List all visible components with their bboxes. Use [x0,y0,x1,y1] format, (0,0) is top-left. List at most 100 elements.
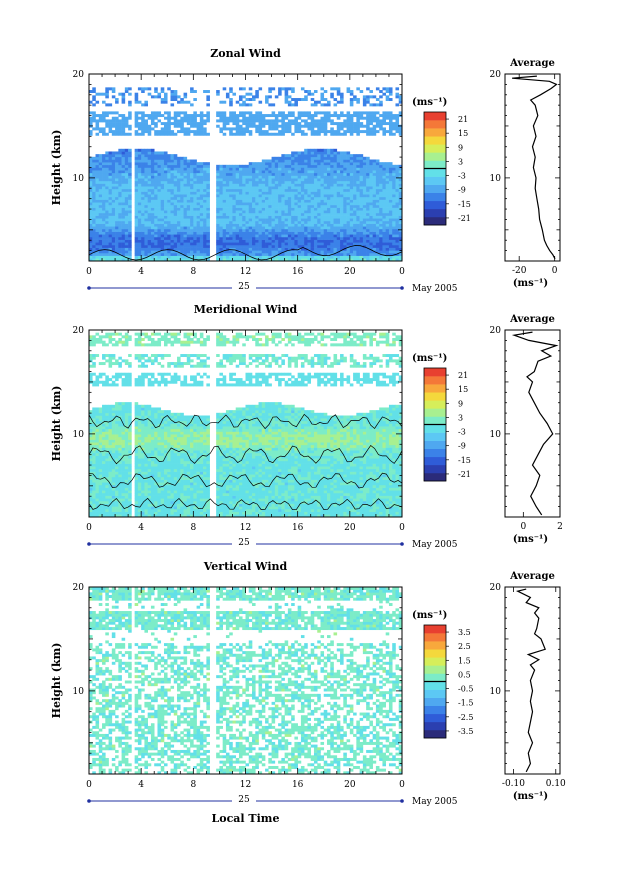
heatmap-cell [238,255,243,259]
heatmap-cell [199,239,204,243]
heatmap-cell [160,212,165,216]
heatmap-cell [150,180,155,184]
heatmap-cell [163,100,168,104]
heatmap-cell [92,338,96,341]
heatmap-cell [333,175,338,179]
heatmap-cell [137,252,142,256]
heatmap-cell [323,242,328,246]
heatmap-cell [300,130,305,134]
heatmap-cell [137,226,142,230]
heatmap-cell [323,228,328,232]
heatmap-cell [115,178,119,182]
heatmap-cell [359,154,364,158]
heatmap-cell [382,191,386,195]
heatmap-cell [160,87,165,91]
heatmap-cell [193,175,197,179]
heatmap-cell [232,132,237,136]
heatmap-cell [157,162,162,166]
heatmap-cell [167,162,171,166]
heatmap-cell [392,223,396,227]
heatmap-cell [366,255,370,259]
heatmap-cell [141,234,145,238]
heatmap-cell [281,255,285,259]
heatmap-cell [261,220,266,224]
heatmap-cell [330,162,334,166]
heatmap-cell [141,226,145,230]
heatmap-cell [141,178,145,182]
heatmap-cell [323,215,328,219]
heatmap-cell [238,234,243,238]
heatmap-cell [287,204,292,208]
heatmap-cell [291,234,295,238]
heatmap-cell [336,170,341,174]
heatmap-cell [186,119,191,123]
heatmap-cell [307,90,312,93]
heatmap-cell [255,228,259,232]
heatmap-cell [274,172,279,176]
heatmap-cell [300,164,305,168]
colorbar-segment [424,152,446,161]
heatmap-cell [333,242,338,246]
heatmap-cell [124,244,129,248]
heatmap-cell [225,164,230,168]
heatmap-cell [356,202,360,206]
heatmap-cell [144,188,148,192]
heatmap-cell [248,194,253,198]
heatmap-cell [245,244,250,248]
heatmap-cell [190,178,194,182]
heatmap-cell [310,234,315,238]
heatmap-cell [313,210,318,214]
heatmap-cell [98,447,103,451]
heatmap-cell [398,95,403,99]
heatmap-cell [340,172,344,176]
heatmap-cell [317,231,321,235]
heatmap-cell [379,114,383,118]
heatmap-cell [340,154,344,158]
heatmap-cell [163,258,168,262]
heatmap-cell [255,167,259,171]
heatmap-cell [327,175,331,179]
heatmap-cell [180,207,184,211]
heatmap-cell [186,236,191,240]
heatmap-cell [287,194,292,198]
heatmap-cell [349,172,354,176]
heatmap-cell [336,122,341,126]
heatmap-cell [245,164,250,168]
heatmap-cell [121,210,126,214]
heatmap-cell [388,210,393,214]
heatmap-cell [222,100,227,104]
heatmap-cell [304,236,308,240]
heatmap-cell [105,119,109,123]
heatmap-cell [157,172,162,176]
heatmap-cell [327,223,331,227]
heatmap-cell [385,220,390,224]
heatmap-cell [291,223,295,227]
heatmap-cell [274,202,279,206]
heatmap-cell [284,116,289,120]
heatmap-cell [219,231,223,235]
heatmap-cell [274,226,279,230]
heatmap-cell [124,191,129,195]
heatmap-cell [199,234,204,238]
heatmap-cell [317,202,321,206]
heatmap-cell [398,255,403,259]
heatmap-cell [294,127,298,131]
heatmap-cell [144,127,148,131]
heatmap-cell [395,220,400,224]
heatmap-cell [284,210,289,214]
heatmap-cell [323,175,328,179]
heatmap-cell [160,247,165,251]
heatmap-cell [261,194,266,198]
heatmap-cell [278,132,282,136]
heatmap-cell [268,250,272,254]
heatmap-cell [349,92,354,96]
heatmap-cell [310,122,315,126]
heatmap-cell [177,180,181,184]
heatmap-cell [248,186,253,190]
heatmap-cell [203,188,207,192]
heatmap-cell [255,90,259,93]
heatmap-cell [369,114,373,118]
heatmap-cell [258,210,263,214]
heatmap-cell [375,180,380,184]
heatmap-cell [150,223,155,227]
